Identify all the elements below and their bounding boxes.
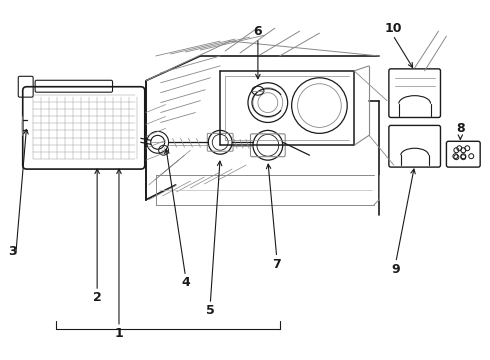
Text: 5: 5 bbox=[206, 305, 215, 318]
Text: 7: 7 bbox=[272, 258, 281, 271]
Text: 9: 9 bbox=[392, 263, 400, 276]
Text: 10: 10 bbox=[384, 22, 402, 35]
Text: 6: 6 bbox=[254, 24, 262, 38]
Text: 8: 8 bbox=[456, 122, 465, 135]
Text: 3: 3 bbox=[8, 245, 17, 258]
Text: 1: 1 bbox=[115, 327, 123, 340]
Text: 4: 4 bbox=[181, 276, 190, 289]
Text: 2: 2 bbox=[93, 291, 101, 303]
